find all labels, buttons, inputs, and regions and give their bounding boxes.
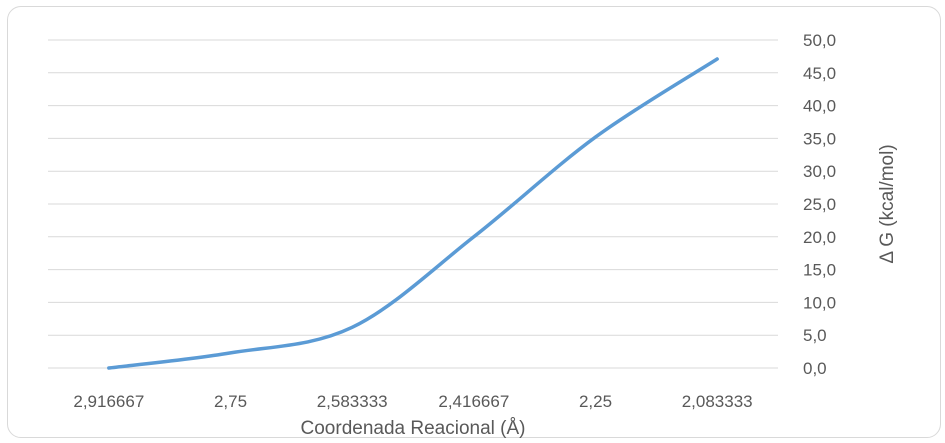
y-tick-label: 0,0 bbox=[803, 359, 827, 378]
y-tick-label: 35,0 bbox=[803, 129, 836, 148]
x-tick-label: 2,25 bbox=[579, 392, 612, 411]
gridlines bbox=[48, 39, 778, 369]
y-tick-label: 10,0 bbox=[803, 293, 836, 312]
y-tick-label: 25,0 bbox=[803, 195, 836, 214]
y-tick-label: 20,0 bbox=[803, 228, 836, 247]
y-axis-title: Δ G (kcal/mol) bbox=[877, 144, 898, 263]
x-tick-label: 2,916667 bbox=[73, 392, 144, 411]
y-tick-label: 40,0 bbox=[803, 97, 836, 116]
y-tick-label: 5,0 bbox=[803, 326, 827, 345]
y-tick-label: 15,0 bbox=[803, 261, 836, 280]
series-line bbox=[107, 57, 719, 370]
x-tick-label: 2,583333 bbox=[317, 392, 388, 411]
x-axis-title: Coordenada Reacional (Å) bbox=[301, 418, 526, 439]
x-tick-label: 2,75 bbox=[214, 392, 247, 411]
y-tick-label: 45,0 bbox=[803, 64, 836, 83]
chart-frame bbox=[7, 6, 941, 438]
y-tick-label: 50,0 bbox=[803, 31, 836, 50]
x-tick-label: 2,083333 bbox=[682, 392, 753, 411]
x-axis-tick-labels: 2,916667 2,75 2,583333 2,416667 2,25 2,083333 bbox=[73, 392, 752, 411]
y-tick-label: 30,0 bbox=[803, 162, 836, 181]
x-tick-label: 2,416667 bbox=[438, 392, 509, 411]
y-axis-tick-labels: 0,0 5,0 10,0 15,0 20,0 25,0 30,0 35,0 40,0 45,0 50… bbox=[803, 31, 836, 378]
